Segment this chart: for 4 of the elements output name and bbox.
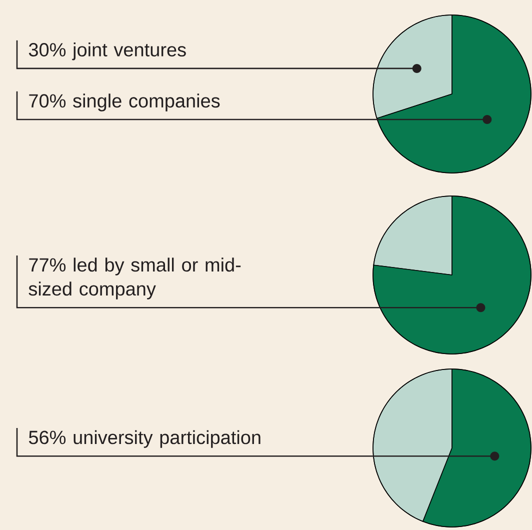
slice-label: 70% single companies	[29, 94, 220, 112]
slice-label: 77% led by small or mid-sized company	[28, 258, 241, 300]
slice-label: 56% university participation	[28, 430, 260, 448]
slice-label: 30% joint ventures	[28, 42, 186, 60]
